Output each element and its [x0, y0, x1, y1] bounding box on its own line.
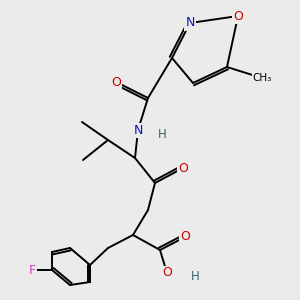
Text: O: O	[180, 230, 190, 244]
Text: N: N	[185, 16, 195, 29]
Text: O: O	[233, 10, 243, 22]
Text: F: F	[28, 263, 36, 277]
Text: H: H	[190, 269, 200, 283]
Text: H: H	[158, 128, 166, 142]
Text: CH₃: CH₃	[252, 73, 272, 83]
Text: N: N	[133, 124, 143, 136]
Text: O: O	[178, 161, 188, 175]
Text: O: O	[111, 76, 121, 88]
Text: O: O	[162, 266, 172, 280]
